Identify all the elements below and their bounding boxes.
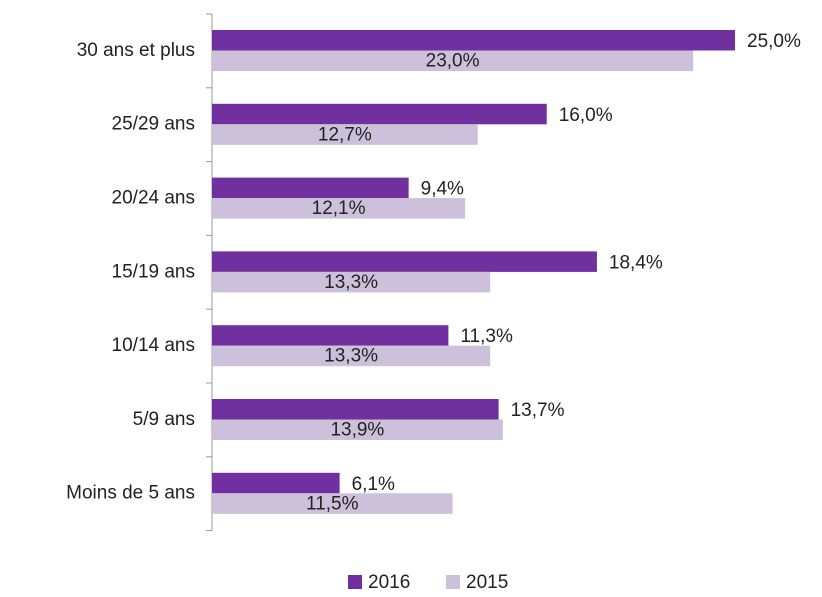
bar bbox=[212, 177, 409, 199]
bar bbox=[212, 419, 503, 440]
bar bbox=[212, 399, 499, 420]
y-tick-label: 15/19 ans bbox=[112, 261, 195, 282]
bar bbox=[212, 271, 491, 293]
data-label: 25,0% bbox=[747, 31, 801, 52]
bar bbox=[212, 103, 547, 125]
legend-label: 2015 bbox=[466, 572, 508, 593]
data-label: 12,1% bbox=[312, 198, 366, 219]
bar bbox=[212, 251, 597, 272]
legend-label: 2016 bbox=[368, 572, 410, 593]
data-label: 13,7% bbox=[511, 400, 565, 421]
data-label: 12,7% bbox=[318, 124, 372, 145]
data-label: 18,4% bbox=[609, 252, 663, 273]
y-tick-label: 5/9 ans bbox=[133, 409, 195, 430]
legend-swatch bbox=[446, 575, 460, 589]
bar bbox=[212, 30, 735, 51]
bar bbox=[212, 198, 466, 219]
bar bbox=[212, 325, 449, 346]
bar bbox=[212, 472, 340, 494]
data-label: 6,1% bbox=[352, 474, 395, 495]
data-label: 13,3% bbox=[324, 272, 378, 293]
bar bbox=[212, 124, 478, 145]
data-label: 11,5% bbox=[306, 493, 359, 514]
y-tick-label: 25/29 ans bbox=[112, 114, 195, 135]
y-tick-label: 20/24 ans bbox=[112, 188, 195, 209]
data-label: 13,9% bbox=[330, 420, 384, 441]
y-tick-label: 10/14 ans bbox=[112, 335, 195, 356]
data-label: 13,3% bbox=[324, 346, 378, 367]
data-label: 9,4% bbox=[421, 179, 464, 200]
data-label: 16,0% bbox=[559, 105, 613, 126]
legend-swatch bbox=[348, 575, 362, 589]
y-tick-label: Moins de 5 ans bbox=[66, 483, 195, 504]
bar bbox=[212, 50, 694, 71]
data-label: 23,0% bbox=[426, 51, 480, 72]
y-tick-label: 30 ans et plus bbox=[77, 40, 195, 61]
data-label: 11,3% bbox=[460, 326, 513, 347]
bar bbox=[212, 345, 491, 367]
bar bbox=[212, 493, 453, 514]
